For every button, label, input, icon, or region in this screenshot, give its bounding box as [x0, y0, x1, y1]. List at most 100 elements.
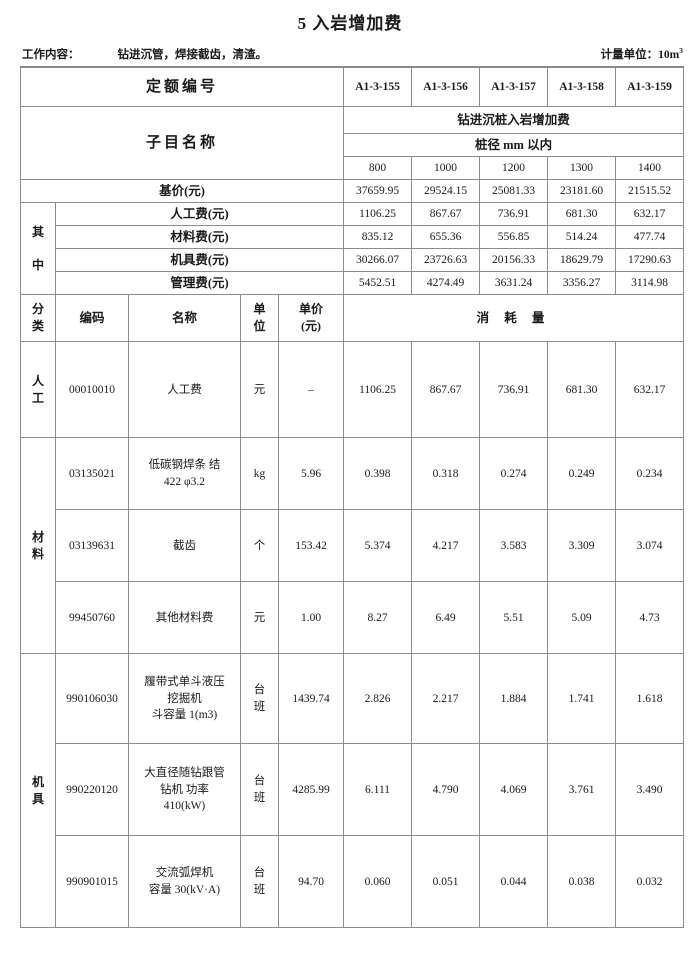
row-qty-2: 4.217	[411, 509, 481, 583]
fee-label-material: 材料费(元)	[54, 225, 345, 250]
row-fee-labor: 其 中 人工费(元) 1106.25 867.67 736.91 681.30 …	[20, 202, 685, 296]
row-code: 990106030	[55, 653, 129, 745]
fee-label-labor: 人工费(元)	[54, 202, 345, 227]
row-name-line: 钻机 功率	[160, 783, 209, 796]
section-category-machine: 机 具	[20, 653, 56, 929]
row-qty-2: 6.49	[411, 581, 481, 655]
row-unit: 个	[240, 509, 279, 583]
fee-machine-5: 17290.63	[615, 248, 685, 273]
row-name: 大直径随钻跟管 钻机 功率 410(kW)	[128, 743, 241, 837]
row-qty-1: 0.060	[343, 835, 413, 929]
fee-labor-2: 867.67	[411, 202, 481, 227]
diameter-3: 1200	[479, 156, 549, 181]
row-code: 03139631	[55, 509, 129, 583]
section-category-material: 材 料	[20, 437, 56, 655]
col-header-price: 单价 (元)	[277, 294, 345, 343]
row-unit-price: 153.42	[277, 509, 345, 583]
row-unit-line: 班	[253, 700, 266, 713]
row-unit-line: 班	[253, 883, 266, 896]
row-fee-material: 材料费(元) 835.12 655.36 556.85 514.24 477.7…	[21, 225, 685, 250]
base-price-1: 37659.95	[343, 179, 413, 204]
col-header-unit: 单 位	[240, 294, 279, 343]
base-price-3: 25081.33	[479, 179, 549, 204]
quota-no-1: A1-3-155	[343, 66, 413, 108]
row-name-line: 422 φ3.2	[163, 475, 206, 488]
col-header-category-char-2: 类	[31, 319, 44, 334]
row-qty-1: 6.111	[343, 743, 413, 837]
measure-unit-label: 计量单位：	[600, 49, 659, 62]
section-category-labor-char-1: 人	[31, 373, 44, 388]
col-header-consumption: 消 耗 量	[343, 294, 685, 343]
fee-material-2: 655.36	[411, 225, 481, 250]
measure-unit-exponent: 3	[679, 46, 683, 56]
measure-unit-value: 10m	[658, 49, 680, 62]
quota-table: 定额编号 A1-3-155 A1-3-156 A1-3-157 A1-3-158…	[19, 66, 685, 929]
row-name: 低碳钢焊条 结 422 φ3.2	[128, 437, 241, 511]
table-row: 99450760 其他材料费 元 1.00 8.27 6.49 5.51 5.0…	[21, 581, 685, 655]
row-qty-3: 3.583	[479, 509, 549, 583]
row-unit: 台 班	[240, 743, 279, 837]
row-unit-price: 1439.74	[277, 653, 345, 745]
row-qty-4: 0.038	[547, 835, 617, 929]
row-qty-1: 8.27	[343, 581, 413, 655]
section-category-machine-char-2: 具	[31, 791, 44, 806]
fee-management-3: 3631.24	[479, 271, 549, 296]
row-qty-5: 0.234	[615, 437, 685, 511]
row-name-line: 斗容量 1(m3)	[151, 709, 218, 722]
quota-no-2: A1-3-156	[411, 66, 481, 108]
row-unit: 台 班	[240, 835, 279, 929]
col-header-name: 名称	[128, 294, 241, 343]
meta-row: 工作内容： 钻进沉管，焊接截齿，清渣。 计量单位：10m3	[22, 46, 683, 62]
section-category-labor: 人 工	[20, 341, 56, 439]
fee-labor-3: 736.91	[479, 202, 549, 227]
section-category-machine-char-1: 机	[31, 774, 44, 789]
row-qty-3: 0.044	[479, 835, 549, 929]
row-base-price: 基价(元) 37659.95 29524.15 25081.33 23181.6…	[19, 179, 685, 204]
fee-material-5: 477.74	[615, 225, 685, 250]
row-qty-4: 5.09	[547, 581, 617, 655]
row-name-line: 截齿	[173, 539, 196, 552]
quota-no-label: 定额编号	[19, 66, 345, 108]
row-name-line: 交流弧焊机	[155, 867, 214, 880]
row-name-line: 人工费	[167, 383, 202, 396]
table-row: 03139631 截齿 个 153.42 5.374 4.217 3.583 3…	[21, 509, 685, 583]
base-price-label: 基价(元)	[19, 179, 345, 204]
row-unit-line: 元	[253, 383, 266, 396]
row-qty-1: 0.398	[343, 437, 413, 511]
row-qty-3: 736.91	[479, 341, 549, 439]
table-row: 990901015 交流弧焊机 容量 30(kV·A) 台 班 94.70 0.…	[21, 835, 685, 929]
row-qty-3: 4.069	[479, 743, 549, 837]
work-content: 工作内容： 钻进沉管，焊接截齿，清渣。	[22, 46, 267, 62]
row-qty-5: 3.074	[615, 509, 685, 583]
row-unit-line: 台	[253, 775, 266, 788]
row-unit-line: 班	[253, 791, 266, 804]
quota-no-3: A1-3-157	[479, 66, 549, 108]
row-unit-price: 4285.99	[277, 743, 345, 837]
row-qty-1: 5.374	[343, 509, 413, 583]
quota-no-5: A1-3-159	[615, 66, 685, 108]
fee-management-5: 3114.98	[615, 271, 685, 296]
fee-management-2: 4274.49	[411, 271, 481, 296]
section-category-material-char-1: 材	[31, 529, 44, 544]
col-header-price-line-2: (元)	[301, 319, 322, 334]
row-name: 人工费	[128, 341, 241, 439]
diameter-2: 1000	[411, 156, 481, 181]
fee-machine-4: 18629.79	[547, 248, 617, 273]
row-qty-2: 0.051	[411, 835, 481, 929]
fee-labor-4: 681.30	[547, 202, 617, 227]
table-row: 人 工 00010010 人工费 元 – 1106.25 867.67 736.…	[20, 341, 685, 439]
base-price-5: 21515.52	[615, 179, 685, 204]
row-subitem-title: 子目名称 钻进沉桩入岩增加费	[19, 106, 685, 181]
row-qty-4: 0.249	[547, 437, 617, 511]
fee-material-4: 514.24	[547, 225, 617, 250]
row-name: 交流弧焊机 容量 30(kV·A)	[128, 835, 241, 929]
row-qty-2: 2.217	[411, 653, 481, 745]
base-price-4: 23181.60	[547, 179, 617, 204]
row-name-line: 低碳钢焊条 结	[148, 459, 221, 472]
base-price-2: 29524.15	[411, 179, 481, 204]
diameter-1: 800	[343, 156, 413, 181]
fee-labor-1: 1106.25	[343, 202, 413, 227]
row-unit-line: 个	[253, 539, 266, 552]
fee-labor-5: 632.17	[615, 202, 685, 227]
